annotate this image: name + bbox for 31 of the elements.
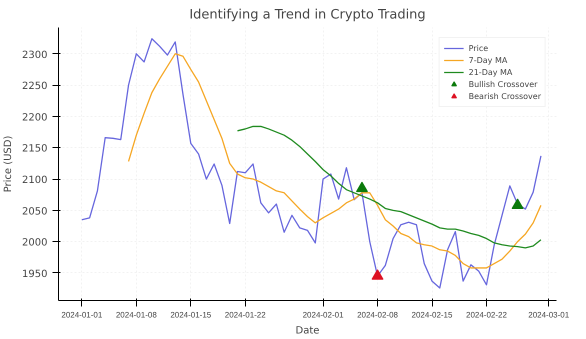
legend-label: Price bbox=[468, 43, 489, 53]
x-tick-label: 2024-01-22 bbox=[224, 310, 266, 320]
chart-title: Identifying a Trend in Crypto Trading bbox=[189, 8, 426, 22]
y-tick-label: 2050 bbox=[22, 206, 48, 218]
y-tick-label: 2150 bbox=[22, 144, 48, 155]
x-tick-label: 2024-02-22 bbox=[466, 310, 508, 320]
x-tick-label: 2024-01-08 bbox=[116, 310, 158, 320]
x-tick-label: 2024-02-08 bbox=[357, 310, 399, 320]
line-series bbox=[128, 53, 542, 269]
y-axis-title: Price (USD) bbox=[3, 136, 14, 192]
legend-label: 21-Day MA bbox=[468, 67, 512, 77]
y-tick-label: 1950 bbox=[22, 268, 48, 280]
y-tick-label: 2300 bbox=[22, 50, 48, 61]
x-tick-label: 2024-02-15 bbox=[412, 310, 454, 320]
x-tick-label: 2024-01-15 bbox=[170, 310, 212, 320]
legend-label: 7-Day MA bbox=[468, 55, 508, 65]
y-tick-label: 2000 bbox=[22, 238, 48, 249]
legend-label: Bullish Crossover bbox=[468, 79, 538, 89]
y-tick-label: 2100 bbox=[22, 175, 48, 186]
point bbox=[512, 198, 524, 209]
y-tick-label: 2250 bbox=[22, 81, 48, 92]
x-tick-label: 2024-03-01 bbox=[528, 310, 570, 320]
x-tick-label: 2024-01-01 bbox=[61, 310, 103, 320]
x-axis-title: Date bbox=[296, 326, 320, 336]
line-series bbox=[236, 126, 542, 249]
y-tick-label: 2200 bbox=[22, 112, 48, 124]
line-series bbox=[81, 38, 542, 289]
point bbox=[372, 269, 384, 280]
point bbox=[356, 182, 368, 192]
x-tick-label: 2024-02-01 bbox=[302, 310, 344, 320]
legend-label: Bearish Crossover bbox=[468, 91, 541, 101]
